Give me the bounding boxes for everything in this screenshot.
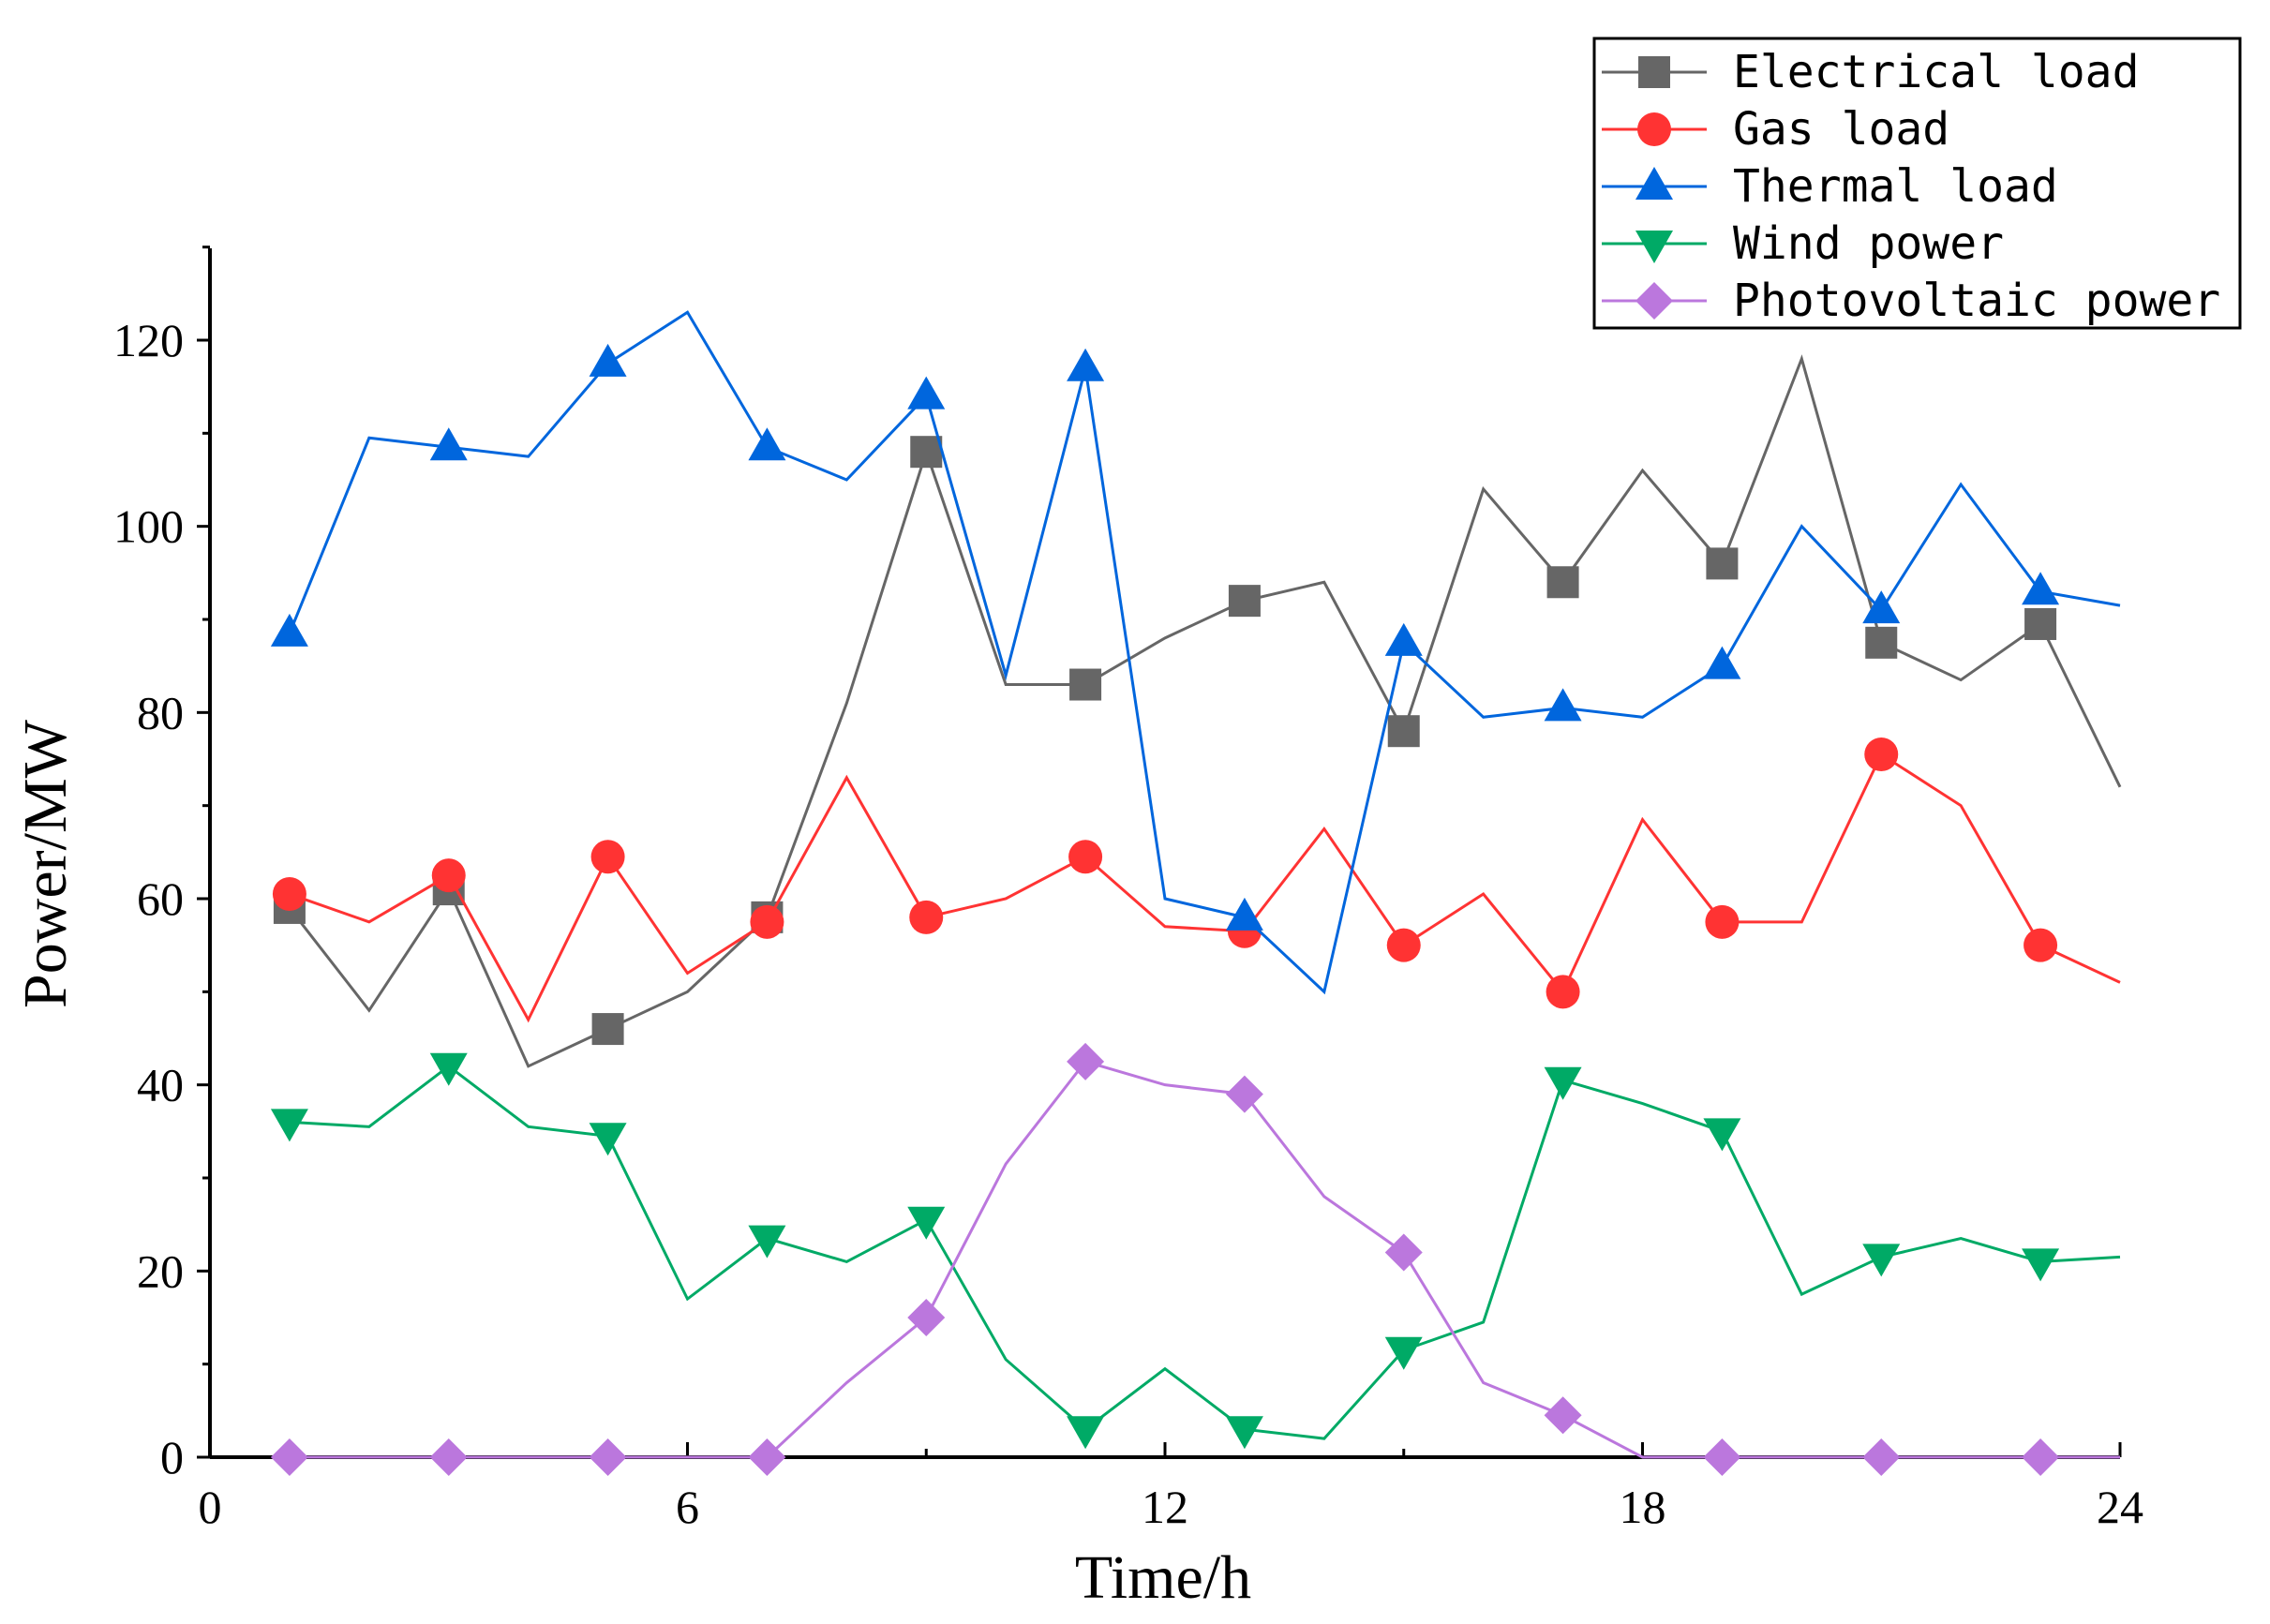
data-point-electrical-load (2024, 607, 2057, 640)
data-point-thermal-load (1703, 646, 1741, 679)
data-point-thermal-load (270, 613, 308, 647)
legend-item-gas-load: Gas load (1602, 103, 1949, 156)
data-point-electrical-load (1069, 668, 1102, 701)
legend-marker-photovoltaic-power (1635, 282, 1673, 320)
legend-label-electrical-load: Electrical load (1733, 46, 2139, 98)
data-point-wind-power (270, 1109, 308, 1142)
data-point-photovoltaic-power (2022, 1438, 2060, 1476)
legend-label-thermal-load: Thermal load (1733, 160, 2058, 213)
data-point-photovoltaic-power (1544, 1396, 1582, 1435)
y-tick-label: 80 (137, 686, 184, 738)
data-point-electrical-load (910, 436, 943, 469)
data-point-thermal-load (1384, 622, 1423, 656)
data-point-wind-power (589, 1123, 627, 1156)
series-photovoltaic-power (270, 1042, 2120, 1476)
data-point-electrical-load (1865, 626, 1898, 659)
data-point-photovoltaic-power (1384, 1233, 1423, 1272)
data-point-electrical-load (1546, 566, 1579, 599)
y-tick-label: 0 (160, 1431, 184, 1483)
data-point-photovoltaic-power (748, 1438, 786, 1476)
data-point-electrical-load (1387, 715, 1420, 748)
data-point-photovoltaic-power (907, 1299, 946, 1336)
data-point-gas-load (1864, 738, 1899, 772)
legend-marker-wind-power (1635, 231, 1673, 263)
data-point-thermal-load (1544, 688, 1582, 722)
x-tick-label: 24 (2097, 1481, 2143, 1533)
legend-label-wind-power: Wind power (1733, 217, 2004, 270)
legend-item-wind-power: Wind power (1602, 217, 2004, 270)
data-point-electrical-load (1706, 547, 1739, 580)
series-line-wind-power (289, 1064, 2121, 1440)
y-axis-label: Power/MW (11, 719, 80, 1008)
legend-item-electrical-load: Electrical load (1602, 46, 2139, 98)
data-point-gas-load (909, 900, 944, 934)
data-point-thermal-load (2022, 572, 2060, 605)
data-point-gas-load (1068, 840, 1103, 874)
data-point-photovoltaic-power (589, 1438, 627, 1476)
data-point-thermal-load (1862, 590, 1901, 624)
data-point-gas-load (590, 840, 625, 874)
y-tick-label: 40 (137, 1059, 184, 1111)
data-point-gas-load (1705, 904, 1740, 939)
y-tick-label: 20 (137, 1244, 184, 1297)
legend-marker-gas-load (1637, 112, 1671, 146)
data-point-photovoltaic-power (429, 1438, 468, 1476)
series-line-electrical-load (288, 354, 2122, 1068)
series-line-thermal-load (288, 310, 2121, 995)
data-point-gas-load (750, 904, 784, 939)
data-point-wind-power (1703, 1118, 1741, 1152)
legend-label-gas-load: Gas load (1733, 103, 1949, 156)
data-point-gas-load (272, 877, 306, 912)
x-tick-label: 18 (1620, 1481, 1666, 1533)
data-point-wind-power (1384, 1336, 1423, 1370)
data-point-thermal-load (1067, 348, 1105, 381)
data-point-thermal-load (1225, 897, 1263, 931)
data-point-thermal-load (748, 427, 786, 461)
y-tick-label: 120 (113, 314, 184, 366)
data-point-gas-load (2024, 928, 2058, 962)
data-point-photovoltaic-power (270, 1438, 308, 1476)
x-axis-label: Time/h (1075, 1543, 1251, 1612)
series-gas-load (272, 738, 2121, 1023)
data-point-electrical-load (1228, 585, 1261, 618)
series-thermal-load (270, 310, 2121, 995)
data-point-photovoltaic-power (1225, 1075, 1263, 1113)
data-point-photovoltaic-power (1862, 1438, 1901, 1476)
series-electrical-load (273, 354, 2122, 1068)
data-point-wind-power (907, 1206, 946, 1240)
x-tick-label: 12 (1142, 1481, 1188, 1533)
data-point-gas-load (431, 858, 466, 893)
series-wind-power (270, 1052, 2121, 1450)
data-point-thermal-load (429, 427, 468, 461)
data-point-photovoltaic-power (1703, 1438, 1741, 1476)
data-point-wind-power (2022, 1248, 2060, 1282)
data-point-gas-load (1386, 928, 1421, 962)
data-point-gas-load (1546, 975, 1580, 1009)
legend-marker-thermal-load (1635, 167, 1673, 200)
data-point-photovoltaic-power (1067, 1042, 1105, 1080)
series-line-gas-load (289, 752, 2121, 1023)
data-point-thermal-load (589, 343, 627, 377)
data-point-wind-power (1862, 1244, 1901, 1277)
data-point-wind-power (1067, 1416, 1105, 1450)
y-tick-label: 60 (137, 872, 184, 925)
data-point-wind-power (1544, 1066, 1582, 1100)
legend-marker-electrical-load (1638, 56, 1670, 88)
data-point-wind-power (429, 1052, 468, 1086)
data-point-electrical-load (591, 1013, 624, 1046)
x-tick-label: 0 (199, 1481, 222, 1533)
x-tick-label: 6 (676, 1481, 699, 1533)
data-point-wind-power (748, 1225, 786, 1259)
data-point-thermal-load (907, 376, 946, 410)
y-tick-label: 100 (113, 500, 184, 553)
legend-box (1592, 37, 2242, 330)
data-point-wind-power (1225, 1416, 1263, 1450)
legend-item-photovoltaic-power: Photovoltaic power (1602, 275, 2220, 327)
legend-label-photovoltaic-power: Photovoltaic power (1733, 275, 2220, 327)
legend-item-thermal-load: Thermal load (1602, 160, 2058, 213)
